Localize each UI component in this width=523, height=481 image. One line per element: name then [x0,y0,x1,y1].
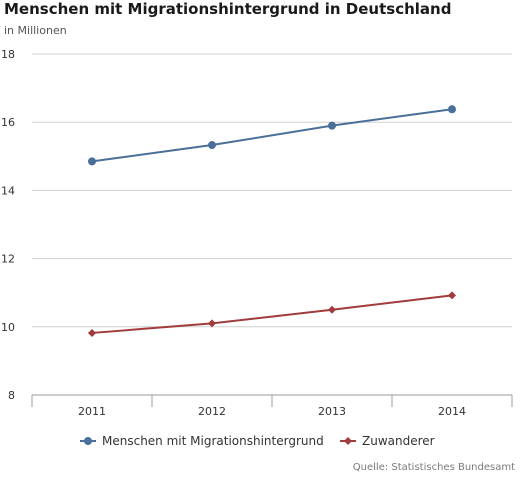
y-tick-label: 14 [1,184,15,197]
source-note: Quelle: Statistisches Bundesamt [352,462,515,473]
x-axis: 2011 2012 2013 2014 [31,394,513,418]
data-point [328,305,336,314]
y-tick-label: 16 [1,116,15,129]
y-axis-ticks: 8 10 12 14 16 18 [1,48,15,402]
series-line [91,108,453,163]
data-point [208,319,216,328]
y-tick-label: 10 [1,321,15,334]
y-tick-label: 12 [1,253,15,266]
legend-label: Menschen mit Migrationshintergrund [102,434,324,448]
legend-label: Zuwanderer [362,434,435,448]
x-tick-label: 2014 [438,405,466,418]
x-tick-label: 2011 [78,405,106,418]
x-tick-label: 2013 [318,405,346,418]
data-point [448,105,456,114]
y-tick-label: 8 [8,389,15,402]
data-point [448,291,456,300]
legend-marker [344,437,352,445]
y-tick-label: 18 [1,48,15,61]
series-line [91,294,453,334]
legend: Menschen mit Migrationshintergrund Zuwand… [80,434,435,448]
data-point [328,121,336,130]
data-point [88,328,96,337]
x-tick-label: 2012 [198,405,226,418]
gridlines [32,53,512,328]
data-point [88,157,96,166]
legend-marker [84,437,92,445]
data-point [208,141,216,150]
series-group [88,105,456,337]
chart-title: Menschen mit Migrationshintergrund in De… [4,0,452,18]
chart-subtitle: in Millionen [4,24,67,37]
